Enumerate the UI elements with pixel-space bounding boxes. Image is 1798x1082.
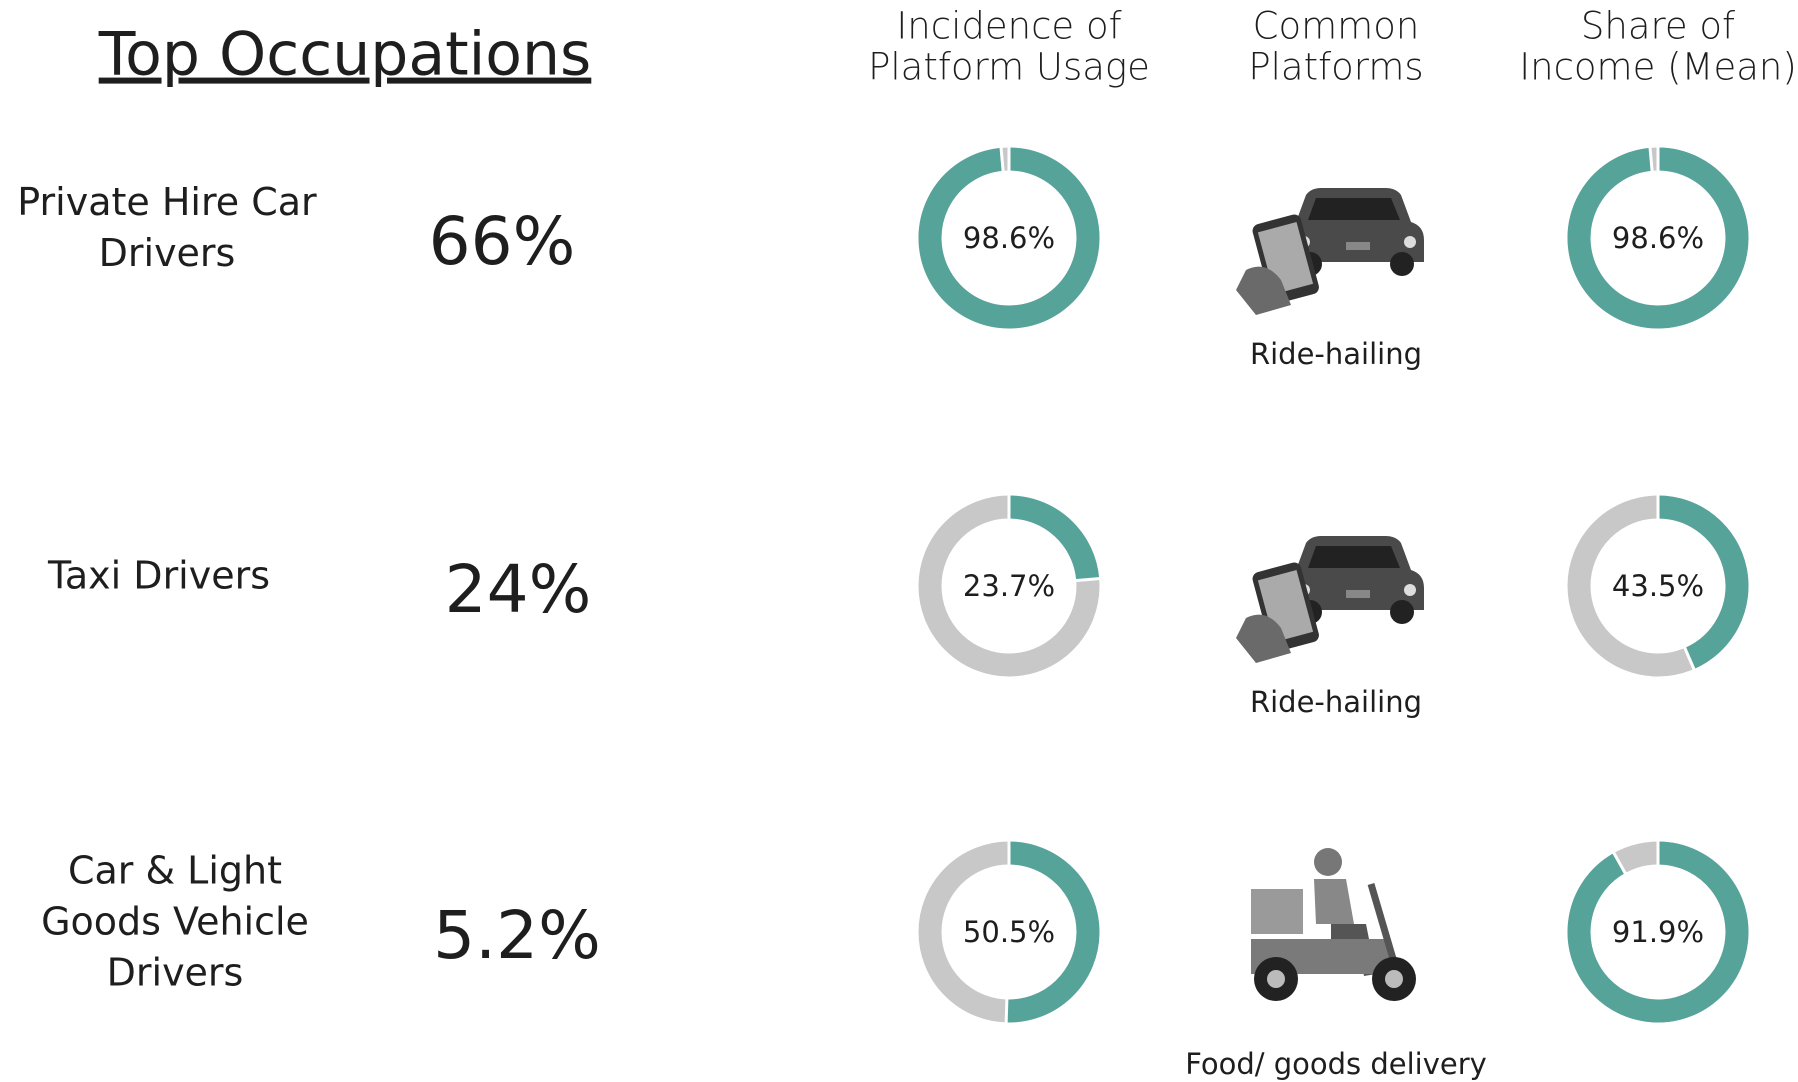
donut-arc: [918, 147, 1100, 329]
donut-label: 98.6%: [1612, 221, 1704, 255]
donut-label: 98.6%: [963, 221, 1055, 255]
platform-label: Ride-hailing: [1250, 685, 1422, 719]
occupation-share: 66%: [429, 203, 576, 280]
column-header: Incidence of: [896, 5, 1121, 48]
donut-separator: [1075, 577, 1101, 583]
occupation-share: 24%: [445, 551, 592, 628]
donut-arc: [1657, 495, 1749, 670]
donut-label: 50.5%: [963, 915, 1055, 949]
platform-label: Food/ goods delivery: [1185, 1047, 1487, 1081]
title: Top Occupations: [98, 20, 592, 90]
column-header: Share of: [1581, 5, 1735, 48]
donut-separator: [1648, 146, 1654, 172]
platform-label: Ride-hailing: [1250, 337, 1422, 371]
occupation-share: 5.2%: [433, 897, 601, 974]
donut-label: 91.9%: [1612, 915, 1704, 949]
occupation: Private Hire Car: [17, 180, 317, 224]
platform-icon: [1251, 848, 1416, 1001]
column-header: Common: [1253, 5, 1420, 48]
donut-separator: [1612, 851, 1627, 875]
platform-icon: [1236, 536, 1424, 663]
occupation: Taxi Drivers: [47, 554, 270, 598]
donut-separator: [999, 146, 1005, 172]
donut-separator: [1683, 646, 1696, 671]
donut-arc: [1567, 147, 1749, 329]
donut-arc: [1567, 841, 1749, 1023]
donut-label: 43.5%: [1612, 569, 1704, 603]
occupation: Drivers: [107, 951, 244, 995]
platform-icon: [1236, 188, 1424, 315]
donut-separator: [1004, 998, 1009, 1024]
donut-label: 23.7%: [963, 569, 1055, 603]
column-header: Platform Usage: [868, 46, 1150, 89]
occupation: Car & Light: [68, 849, 282, 893]
occupation: Goods Vehicle: [41, 900, 309, 944]
occupation: Drivers: [99, 231, 236, 275]
donut-arc: [1006, 841, 1100, 1023]
column-header: Income (Mean): [1519, 46, 1797, 89]
column-header: Platforms: [1248, 46, 1423, 89]
donut-arc: [1008, 495, 1100, 581]
